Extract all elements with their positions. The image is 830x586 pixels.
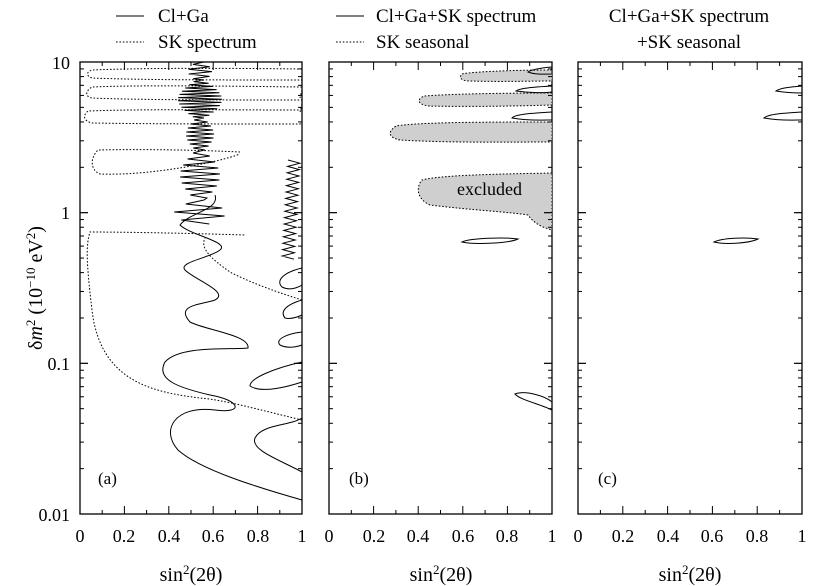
x-tick-label-c-0.4: 0.4 bbox=[657, 526, 680, 546]
panel-label-b: (b) bbox=[349, 469, 369, 488]
x-tick-label-a-0: 0 bbox=[76, 526, 85, 546]
x-tick-label-b-0.8: 0.8 bbox=[496, 526, 519, 546]
cl-ga-sk-island-mid bbox=[460, 237, 520, 244]
y-tick-label-a-1: 1 bbox=[61, 203, 70, 223]
axis-ticks bbox=[79, 61, 803, 515]
x-tick-label-b-0.2: 0.2 bbox=[363, 526, 386, 546]
cl-ga-sk-island-top bbox=[511, 66, 553, 121]
x-tick-labels-a: 0 0.2 0.4 0.6 0.8 1 bbox=[76, 526, 307, 546]
x-tick-label-b-0.4: 0.4 bbox=[407, 526, 430, 546]
legend-c-label-1: Cl+Ga+SK spectrum bbox=[609, 6, 769, 27]
legend-a-label-1: Cl+Ga bbox=[158, 6, 209, 27]
sk-seasonal-excluded-region-4 bbox=[459, 69, 553, 82]
sk-seasonal-excluded-region-2 bbox=[389, 121, 553, 143]
x-tick-labels-b: 0 0.2 0.4 0.6 0.8 1 bbox=[325, 526, 557, 546]
x-axis-label-b: sin2(2θ) bbox=[410, 562, 473, 586]
combined-island-top bbox=[762, 85, 803, 121]
sk-spectrum-edge-dots bbox=[299, 89, 303, 113]
y-tick-label-a-10: 10 bbox=[52, 53, 70, 73]
cl-ga-right-fringes bbox=[280, 159, 302, 260]
sk-spectrum-contour bbox=[86, 231, 303, 421]
sk-spectrum-loops bbox=[84, 67, 303, 175]
x-tick-label-c-0.2: 0.2 bbox=[612, 526, 635, 546]
y-tick-label-a-0.1: 0.1 bbox=[48, 354, 71, 374]
y-tick-label-a-0.01: 0.01 bbox=[39, 505, 71, 525]
x-tick-label-b-0.6: 0.6 bbox=[452, 526, 475, 546]
x-tick-label-b-1: 1 bbox=[548, 526, 557, 546]
legend-b-label-2: SK seasonal bbox=[376, 32, 469, 53]
x-tick-label-b-0: 0 bbox=[325, 526, 334, 546]
x-tick-label-c-0.6: 0.6 bbox=[701, 526, 724, 546]
sk-seasonal-excluded-region-1 bbox=[417, 172, 553, 231]
y-axis-label: δm2 (10−10 eV2) bbox=[23, 226, 48, 350]
panel-label-a: (a) bbox=[98, 469, 117, 488]
x-axis-label-c: sin2(2θ) bbox=[659, 562, 722, 586]
legend-b-label-1: Cl+Ga+SK spectrum bbox=[376, 6, 536, 27]
panel-label-c: (c) bbox=[598, 469, 617, 488]
plot-frame-c bbox=[577, 61, 803, 515]
panel-a: Cl+Ga SK spectrum (a) 10 1 0.1 0.01 δm2 … bbox=[23, 6, 307, 586]
x-tick-label-a-0.8: 0.8 bbox=[247, 526, 270, 546]
x-tick-label-a-0.6: 0.6 bbox=[202, 526, 225, 546]
cl-ga-contour-right-lobes bbox=[249, 267, 303, 473]
x-tick-label-c-0.8: 0.8 bbox=[746, 526, 769, 546]
legend-a-label-2: SK spectrum bbox=[158, 32, 257, 53]
x-tick-label-a-1: 1 bbox=[298, 526, 307, 546]
x-tick-label-c-1: 1 bbox=[798, 526, 807, 546]
cl-ga-sk-island-low bbox=[514, 392, 553, 411]
panel-b: Cl+Ga+SK spectrum SK seasonal excluded (… bbox=[325, 6, 557, 586]
legend-c-label-2: +SK seasonal bbox=[637, 32, 741, 53]
x-tick-label-a-0.2: 0.2 bbox=[113, 526, 136, 546]
panel-c: Cl+Ga+SK spectrum +SK seasonal (c) 0 0.2… bbox=[574, 6, 807, 586]
cl-ga-contour bbox=[162, 194, 303, 501]
x-tick-label-c-0: 0 bbox=[574, 526, 583, 546]
sk-spectrum-contour-2 bbox=[203, 237, 303, 301]
plot-frame-a bbox=[79, 61, 303, 515]
x-tick-labels-c: 0 0.2 0.4 0.6 0.8 1 bbox=[574, 526, 807, 546]
excluded-annotation: excluded bbox=[457, 179, 522, 199]
sk-seasonal-excluded-region-3 bbox=[418, 92, 553, 107]
combined-island-mid bbox=[712, 237, 760, 244]
x-axis-label-a: sin2(2θ) bbox=[160, 562, 223, 586]
x-tick-label-a-0.4: 0.4 bbox=[158, 526, 181, 546]
